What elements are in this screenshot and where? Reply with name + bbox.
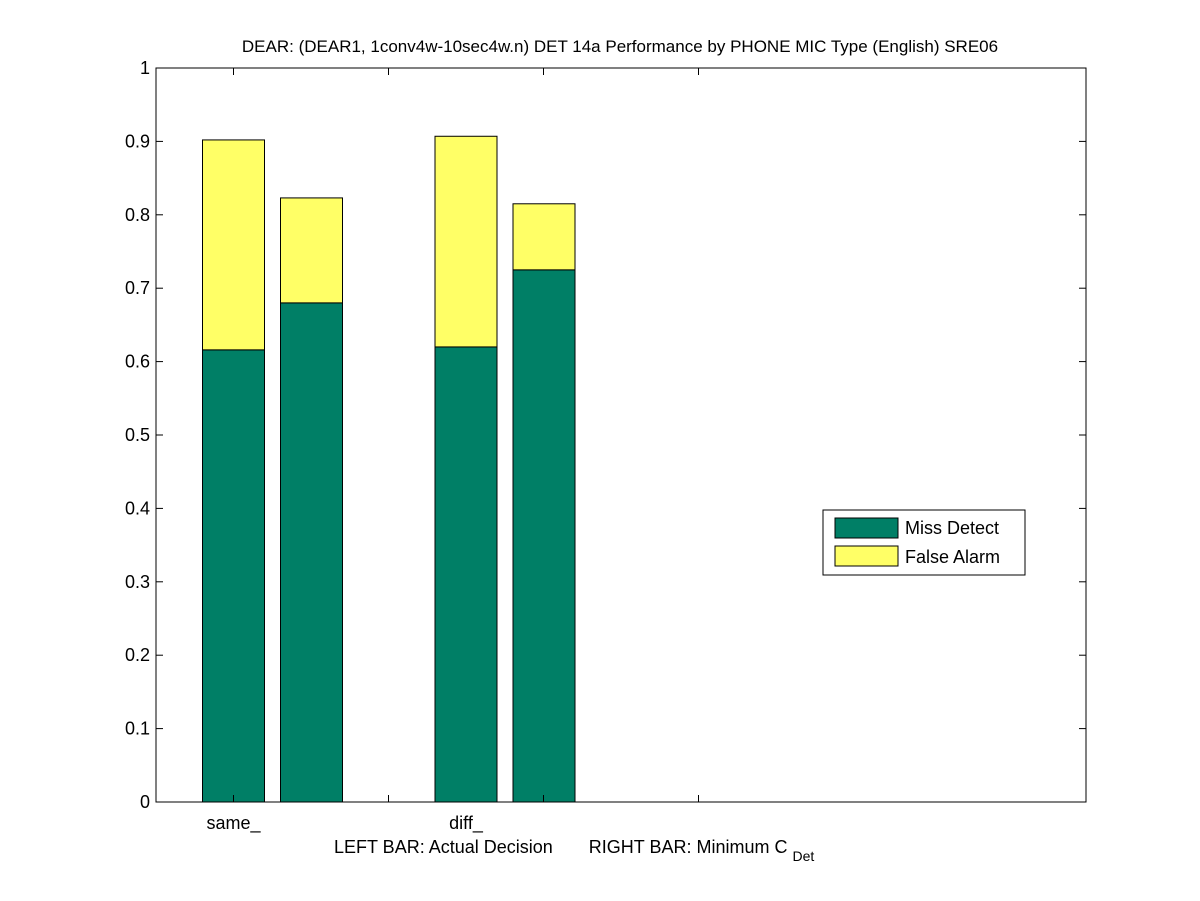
y-tick-label: 0.4 [125,498,150,518]
legend-swatch-miss-detect [834,517,899,539]
x-axis-label-right: RIGHT BAR: Minimum C [589,837,788,857]
bars-layer [202,135,576,803]
bar-miss-detect [202,349,265,803]
ticks-layer: 0 0.1 0.2 0.3 0.4 0.5 0.6 0.7 0.8 0.9 1 same_ diff_ [125,58,1086,834]
y-tick-label: 1 [140,58,150,78]
x-axis-label-subscript: Det [792,848,814,864]
y-tick-label: 0.3 [125,572,150,592]
bar-false-alarm [434,135,498,348]
legend-label-false-alarm: False Alarm [905,547,1000,567]
bar-miss-detect [434,346,498,803]
legend-swatch-false-alarm [834,545,899,567]
y-tick-label: 0.9 [125,131,150,151]
bar-false-alarm [280,197,343,304]
y-tick-label: 0.7 [125,278,150,298]
x-axis-label-left: LEFT BAR: Actual Decision [334,837,553,857]
y-tick-label: 0.1 [125,719,150,739]
x-category-label: diff_ [449,813,484,834]
y-tick-label: 0.6 [125,352,150,372]
y-tick-label: 0.2 [125,645,150,665]
bar-miss-detect [512,269,576,803]
legend: Miss Detect False Alarm [822,509,1026,576]
bar-miss-detect [280,302,343,803]
x-axis-label: LEFT BAR: Actual Decision RIGHT BAR: Min… [334,837,814,864]
y-tick-label: 0.5 [125,425,150,445]
legend-label-miss-detect: Miss Detect [905,518,999,538]
plot-frame [155,67,1087,803]
chart-title: DEAR: (DEAR1, 1conv4w-10sec4w.n) DET 14a… [242,37,998,56]
x-category-label: same_ [206,813,261,834]
bar-false-alarm [512,203,576,271]
bar-false-alarm [202,139,265,351]
y-tick-label: 0.8 [125,205,150,225]
y-tick-label: 0 [140,792,150,812]
